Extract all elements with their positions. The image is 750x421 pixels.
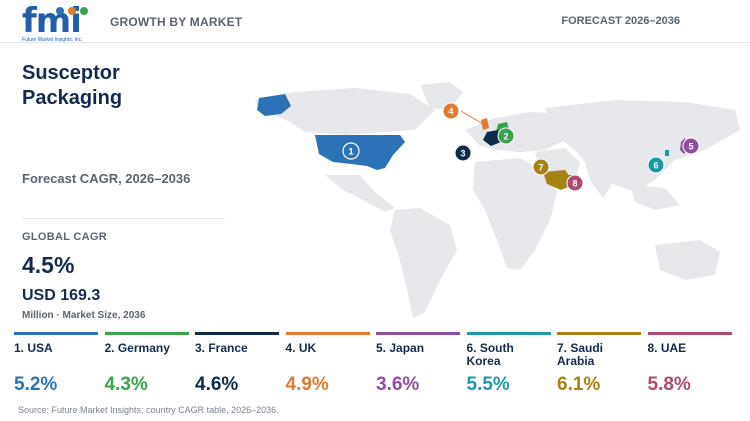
forecast-period: FORECAST 2026–2036 bbox=[561, 15, 680, 27]
logo-subtext: Future Market Insights, Inc. bbox=[22, 37, 83, 43]
map-marker-label: 7 bbox=[538, 163, 543, 173]
alaska-canada bbox=[255, 88, 435, 135]
country-name: 3. France bbox=[195, 341, 248, 355]
country-cagr-value: 5.5% bbox=[466, 374, 510, 395]
country-cagr-value: 5.8% bbox=[647, 374, 691, 395]
france-region bbox=[483, 130, 501, 146]
map-marker-germany bbox=[497, 127, 515, 145]
country-color-bar bbox=[466, 332, 551, 335]
map-marker-label: 6 bbox=[653, 161, 658, 171]
global-cagr-label: GLOBAL CAGR bbox=[22, 231, 107, 243]
map-marker-label: 4 bbox=[448, 107, 453, 117]
country-name: 4. UK bbox=[285, 341, 317, 355]
map-marker-uae bbox=[566, 174, 584, 192]
map-marker-japan bbox=[682, 137, 700, 155]
country-cagr-value: 5.2% bbox=[14, 374, 58, 395]
country-card-germany: 2. Germany 4.3% bbox=[104, 332, 189, 400]
country-name: 8. UAE bbox=[647, 341, 687, 355]
southeast-asia bbox=[630, 185, 680, 210]
logo-dots-icon bbox=[56, 7, 88, 15]
divider bbox=[22, 218, 225, 219]
map-marker-south_korea bbox=[647, 156, 665, 174]
section-title: GROWTH BY MARKET bbox=[110, 15, 243, 29]
country-color-bar bbox=[647, 332, 732, 335]
country-cagr-value: 4.9% bbox=[285, 374, 329, 395]
country-cagr-value: 4.3% bbox=[104, 374, 148, 395]
cagr-heading: Forecast CAGR, 2026–2036 bbox=[22, 171, 191, 186]
map-marker-uk bbox=[442, 102, 460, 120]
country-name: 7. Saudi Arabia bbox=[557, 341, 604, 368]
country-color-bar bbox=[376, 332, 460, 335]
country-name: 1. USA bbox=[14, 341, 53, 355]
country-color-bar bbox=[14, 332, 98, 335]
country-card-uae: 8. UAE 5.8% bbox=[647, 332, 732, 400]
country-color-bar bbox=[557, 332, 641, 335]
country-card-saudi_arabia: 7. Saudi Arabia 6.1% bbox=[557, 332, 641, 400]
country-cagr-value: 3.6% bbox=[376, 374, 420, 395]
map-marker-label: 2 bbox=[503, 132, 508, 142]
source-note: Source: Future Market Insights; country … bbox=[18, 405, 279, 415]
country-color-bar bbox=[104, 332, 189, 335]
country-cagr-value: 4.6% bbox=[195, 374, 239, 395]
country-name: 2. Germany bbox=[104, 341, 170, 355]
map-marker-label: 5 bbox=[688, 142, 693, 152]
country-card-japan: 5. Japan 3.6% bbox=[376, 332, 460, 400]
country-color-bar bbox=[195, 332, 279, 335]
map-markers: 1 2 3 4 5 6 7 8 bbox=[342, 102, 700, 192]
market-size-label: Million · Market Size, 2036 bbox=[22, 310, 146, 321]
country-card-france: 3. France 4.6% bbox=[195, 332, 279, 400]
land-masses bbox=[255, 82, 740, 318]
country-name: 5. Japan bbox=[376, 341, 425, 355]
country-color-bar bbox=[285, 332, 370, 335]
map-marker-label: 8 bbox=[572, 179, 577, 189]
usa-region bbox=[315, 135, 405, 170]
page-title: Susceptor Packaging bbox=[22, 62, 123, 109]
map-marker-label: 1 bbox=[348, 147, 353, 157]
global-cagr-value: 4.5% bbox=[22, 252, 75, 278]
country-cagr-value: 6.1% bbox=[557, 374, 601, 395]
country-card-uk: 4. UK 4.9% bbox=[285, 332, 370, 400]
south-america bbox=[390, 208, 457, 318]
uk-region bbox=[481, 118, 489, 130]
world-map: 1 2 3 4 5 6 7 8 bbox=[255, 82, 740, 318]
map-marker-label: 3 bbox=[460, 149, 465, 159]
map-marker-usa bbox=[342, 142, 360, 160]
header-bar: fmi Future Market Insights, Inc. GROWTH … bbox=[0, 0, 750, 43]
mexico-central bbox=[325, 175, 395, 212]
country-name: 6. South Korea bbox=[466, 341, 514, 368]
fmi-logo[interactable]: fmi Future Market Insights, Inc. bbox=[22, 4, 92, 44]
south-korea-region bbox=[665, 150, 669, 156]
india bbox=[585, 162, 615, 198]
map-marker-france bbox=[454, 144, 472, 162]
country-card-usa: 1. USA 5.2% bbox=[14, 332, 98, 400]
alaska-region bbox=[257, 94, 291, 116]
country-card-south_korea: 6. South Korea 5.5% bbox=[466, 332, 551, 400]
africa bbox=[473, 158, 557, 270]
map-marker-saudi_arabia bbox=[532, 158, 550, 176]
market-size-value: USD 169.3 bbox=[22, 287, 101, 304]
australia bbox=[655, 240, 720, 280]
leader-lines bbox=[460, 110, 484, 125]
